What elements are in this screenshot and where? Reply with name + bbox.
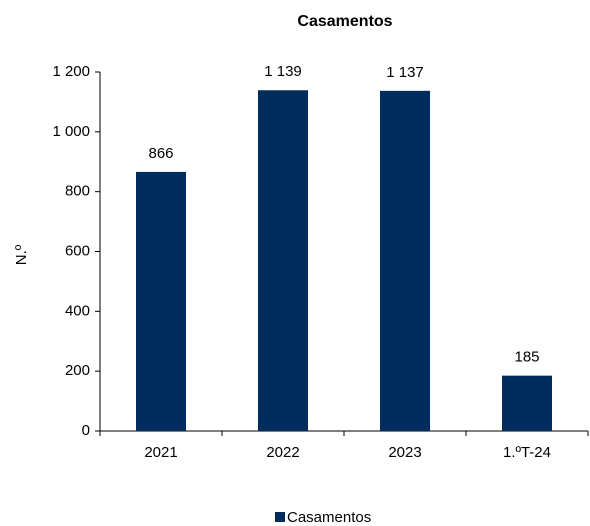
y-tick-label: 1 200	[52, 63, 90, 80]
value-label: 866	[148, 145, 173, 162]
x-tick-label: 1.ºT-24	[503, 444, 551, 461]
y-tick-label: 400	[65, 302, 90, 319]
y-tick-label: 600	[65, 242, 90, 259]
bar	[135, 171, 187, 431]
y-axis-label: N.º	[13, 244, 30, 265]
x-tick-label: 2021	[144, 444, 177, 461]
legend-swatch	[275, 512, 285, 522]
x-tick-label: 2023	[388, 444, 421, 461]
value-label: 185	[514, 349, 539, 366]
legend-label: Casamentos	[287, 509, 371, 526]
value-label: 1 137	[386, 64, 424, 81]
bar	[501, 375, 553, 431]
bar	[379, 90, 431, 431]
x-tick-label: 2022	[266, 444, 299, 461]
value-label: 1 139	[264, 63, 302, 80]
y-tick-label: 1 000	[52, 123, 90, 140]
chart-title: Casamentos	[297, 13, 392, 30]
y-tick-label: 200	[65, 362, 90, 379]
y-tick-label: 800	[65, 183, 90, 200]
y-tick-label: 0	[82, 422, 90, 439]
bar	[257, 90, 309, 431]
